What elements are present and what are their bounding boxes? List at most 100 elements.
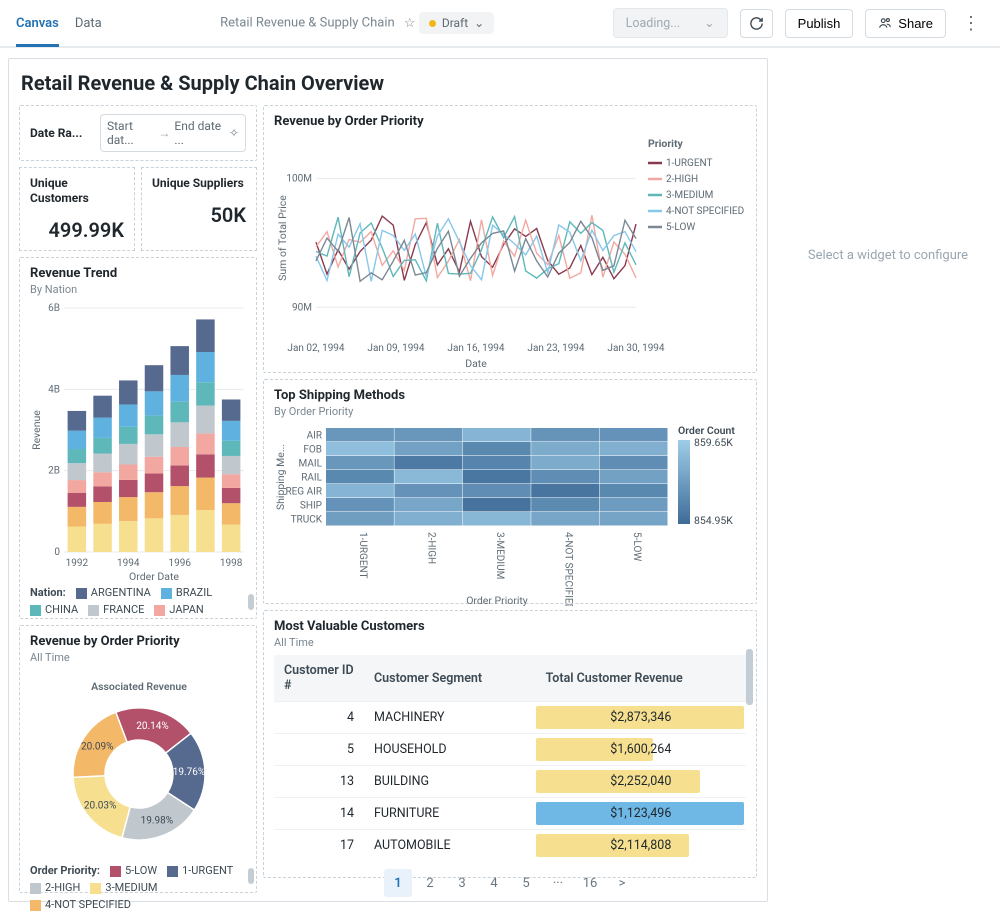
filter-label: Date Ra...	[30, 126, 94, 140]
svg-text:MAIL: MAIL	[299, 459, 323, 470]
table-row[interactable]: 4MACHINERY$2,873,346	[274, 702, 746, 734]
people-icon	[878, 16, 892, 30]
svg-text:Order Date: Order Date	[129, 570, 179, 582]
refresh-button[interactable]	[740, 9, 773, 38]
heatmap-card[interactable]: Top Shipping Methods By Order Priority A…	[263, 379, 757, 604]
svg-text:Sum of Total Price: Sum of Total Price	[276, 195, 289, 281]
page-button[interactable]: 1	[384, 869, 412, 897]
heatmap-chart: AIRFOBMAILRAILREG AIRSHIPTRUCKShipping M…	[274, 424, 746, 606]
date-filter-card[interactable]: Date Ra... Start dat... → End date ... ✧	[19, 105, 257, 161]
dashboard-canvas[interactable]: Retail Revenue & Supply Chain Overview D…	[8, 58, 768, 902]
revenue-trend-card[interactable]: Revenue Trend By Nation 02B4B6BRevenue19…	[19, 257, 257, 619]
page-button[interactable]: ···	[544, 869, 572, 897]
svg-text:5-LOW: 5-LOW	[666, 222, 695, 233]
table-scroll[interactable]	[746, 649, 753, 705]
svg-text:Priority: Priority	[648, 137, 683, 150]
revenue-trend-legend: Nation:ARGENTINABRAZILCHINAFRANCEJAPAN	[30, 586, 246, 616]
svg-text:Jan 16, 1994: Jan 16, 1994	[447, 343, 505, 354]
svg-text:3-MEDIUM: 3-MEDIUM	[494, 532, 505, 579]
table-header[interactable]: Total Customer Revenue	[536, 655, 746, 702]
publish-button[interactable]: Publish	[785, 9, 854, 38]
refresh-icon	[749, 16, 764, 31]
svg-text:Jan 30, 1994: Jan 30, 1994	[607, 343, 665, 354]
svg-text:4-NOT SPECIFIED: 4-NOT SPECIFIED	[666, 206, 744, 217]
svg-text:AIR: AIR	[307, 431, 322, 442]
page-button[interactable]: 4	[480, 869, 508, 897]
svg-text:20.14%: 20.14%	[136, 721, 168, 732]
svg-text:6B: 6B	[48, 303, 60, 314]
svg-text:19.76%: 19.76%	[173, 767, 205, 778]
svg-text:20.09%: 20.09%	[81, 742, 113, 753]
svg-text:1-URGENT: 1-URGENT	[357, 532, 368, 579]
page-button[interactable]: 2	[416, 869, 444, 897]
legend-scroll[interactable]	[248, 594, 254, 610]
svg-text:100M: 100M	[286, 174, 312, 185]
pagination: 12345···16>	[274, 869, 746, 897]
table-row[interactable]: 17AUTOMOBILE$2,114,808	[274, 830, 746, 862]
legend-scroll[interactable]	[248, 868, 254, 884]
arrow-right-icon: →	[158, 126, 170, 140]
star-icon[interactable]: ☆	[404, 16, 416, 31]
top-bar: Canvas Data Retail Revenue & Supply Chai…	[0, 0, 1000, 48]
kpi-customers[interactable]: Unique Customers 499.99K	[19, 167, 135, 251]
svg-text:RAIL: RAIL	[301, 473, 322, 484]
table-header[interactable]: Customer Segment	[364, 655, 536, 702]
table-header[interactable]: Customer ID #	[274, 655, 364, 702]
donut-chart: Associated Revenue20.14%19.76%19.98%20.0…	[30, 670, 248, 860]
svg-text:1996: 1996	[168, 558, 191, 569]
svg-text:2-HIGH: 2-HIGH	[666, 174, 698, 185]
page-button[interactable]: 3	[448, 869, 476, 897]
donut-card[interactable]: Revenue by Order Priority All Time Assoc…	[19, 625, 257, 893]
svg-text:1998: 1998	[220, 558, 243, 569]
status-dot-icon	[429, 20, 436, 27]
svg-text:2B: 2B	[48, 466, 60, 477]
more-menu[interactable]: ⋮	[958, 13, 984, 34]
customers-table: Customer ID #Customer SegmentTotal Custo…	[274, 655, 746, 861]
svg-text:SHIP: SHIP	[300, 501, 322, 512]
priority-lines-chart: 90M 100M Sum of Total Price Jan 02, 1994 Jan…	[274, 131, 746, 369]
date-range-input[interactable]: Start dat... → End date ... ✧	[100, 114, 246, 152]
revenue-trend-chart: 0 2B 4B 6B Revenue 1992 1994 1996 1998 Order Date	[30, 302, 248, 582]
svg-text:4B: 4B	[48, 384, 60, 395]
dashboard-title: Retail Revenue & Supply Chain Overview	[21, 71, 755, 95]
loading-dropdown[interactable]: Loading... ⌄	[613, 8, 728, 38]
svg-text:19.98%: 19.98%	[141, 816, 173, 827]
svg-text:5-LOW: 5-LOW	[631, 532, 642, 561]
svg-text:854.95K: 854.95K	[694, 514, 733, 527]
svg-text:FOB: FOB	[303, 445, 322, 456]
table-row[interactable]: 5HOUSEHOLD$1,600,264	[274, 734, 746, 766]
svg-text:1994: 1994	[117, 558, 140, 569]
page-button[interactable]: >	[608, 869, 636, 897]
chevron-down-icon: ⌄	[704, 15, 714, 31]
customers-table-card[interactable]: Most Valuable Customers All Time Custome…	[263, 610, 757, 878]
svg-text:1992: 1992	[66, 558, 89, 569]
table-row[interactable]: 14FURNITURE$1,123,496	[274, 798, 746, 830]
svg-text:3-MEDIUM: 3-MEDIUM	[666, 190, 713, 201]
svg-text:Jan 09, 1994: Jan 09, 1994	[367, 343, 425, 354]
sparkle-icon[interactable]: ✧	[229, 126, 239, 140]
table-row[interactable]: 13BUILDING$2,252,040	[274, 766, 746, 798]
svg-text:859.65K: 859.65K	[694, 436, 733, 449]
tab-data[interactable]: Data	[75, 10, 102, 37]
priority-lines-card[interactable]: Revenue by Order Priority 90M100MSum of …	[263, 105, 757, 373]
svg-text:Date: Date	[465, 357, 487, 369]
view-tabs: Canvas Data	[16, 10, 102, 37]
svg-text:Jan 02, 1994: Jan 02, 1994	[287, 343, 345, 354]
donut-legend: Order Priority:5-LOW1-URGENT2-HIGH3-MEDI…	[30, 864, 246, 911]
svg-text:TRUCK: TRUCK	[291, 515, 323, 526]
svg-text:Revenue: Revenue	[30, 410, 43, 450]
tab-canvas[interactable]: Canvas	[16, 10, 59, 47]
kpi-suppliers[interactable]: Unique Suppliers 50K	[141, 167, 257, 251]
svg-text:90M: 90M	[292, 302, 312, 313]
share-button[interactable]: Share	[865, 9, 946, 38]
status-badge[interactable]: Draft ⌄	[419, 12, 494, 34]
svg-text:20.03%: 20.03%	[84, 800, 116, 811]
svg-text:4-NOT SPECIFIED: 4-NOT SPECIFIED	[562, 532, 573, 606]
chevron-down-icon: ⌄	[474, 16, 484, 30]
svg-text:1-URGENT: 1-URGENT	[666, 158, 713, 169]
svg-text:0: 0	[54, 547, 60, 558]
svg-text:2-HIGH: 2-HIGH	[426, 532, 437, 564]
svg-text:Jan 23, 1994: Jan 23, 1994	[527, 343, 585, 354]
page-button[interactable]: 5	[512, 869, 540, 897]
page-button[interactable]: 16	[576, 869, 604, 897]
